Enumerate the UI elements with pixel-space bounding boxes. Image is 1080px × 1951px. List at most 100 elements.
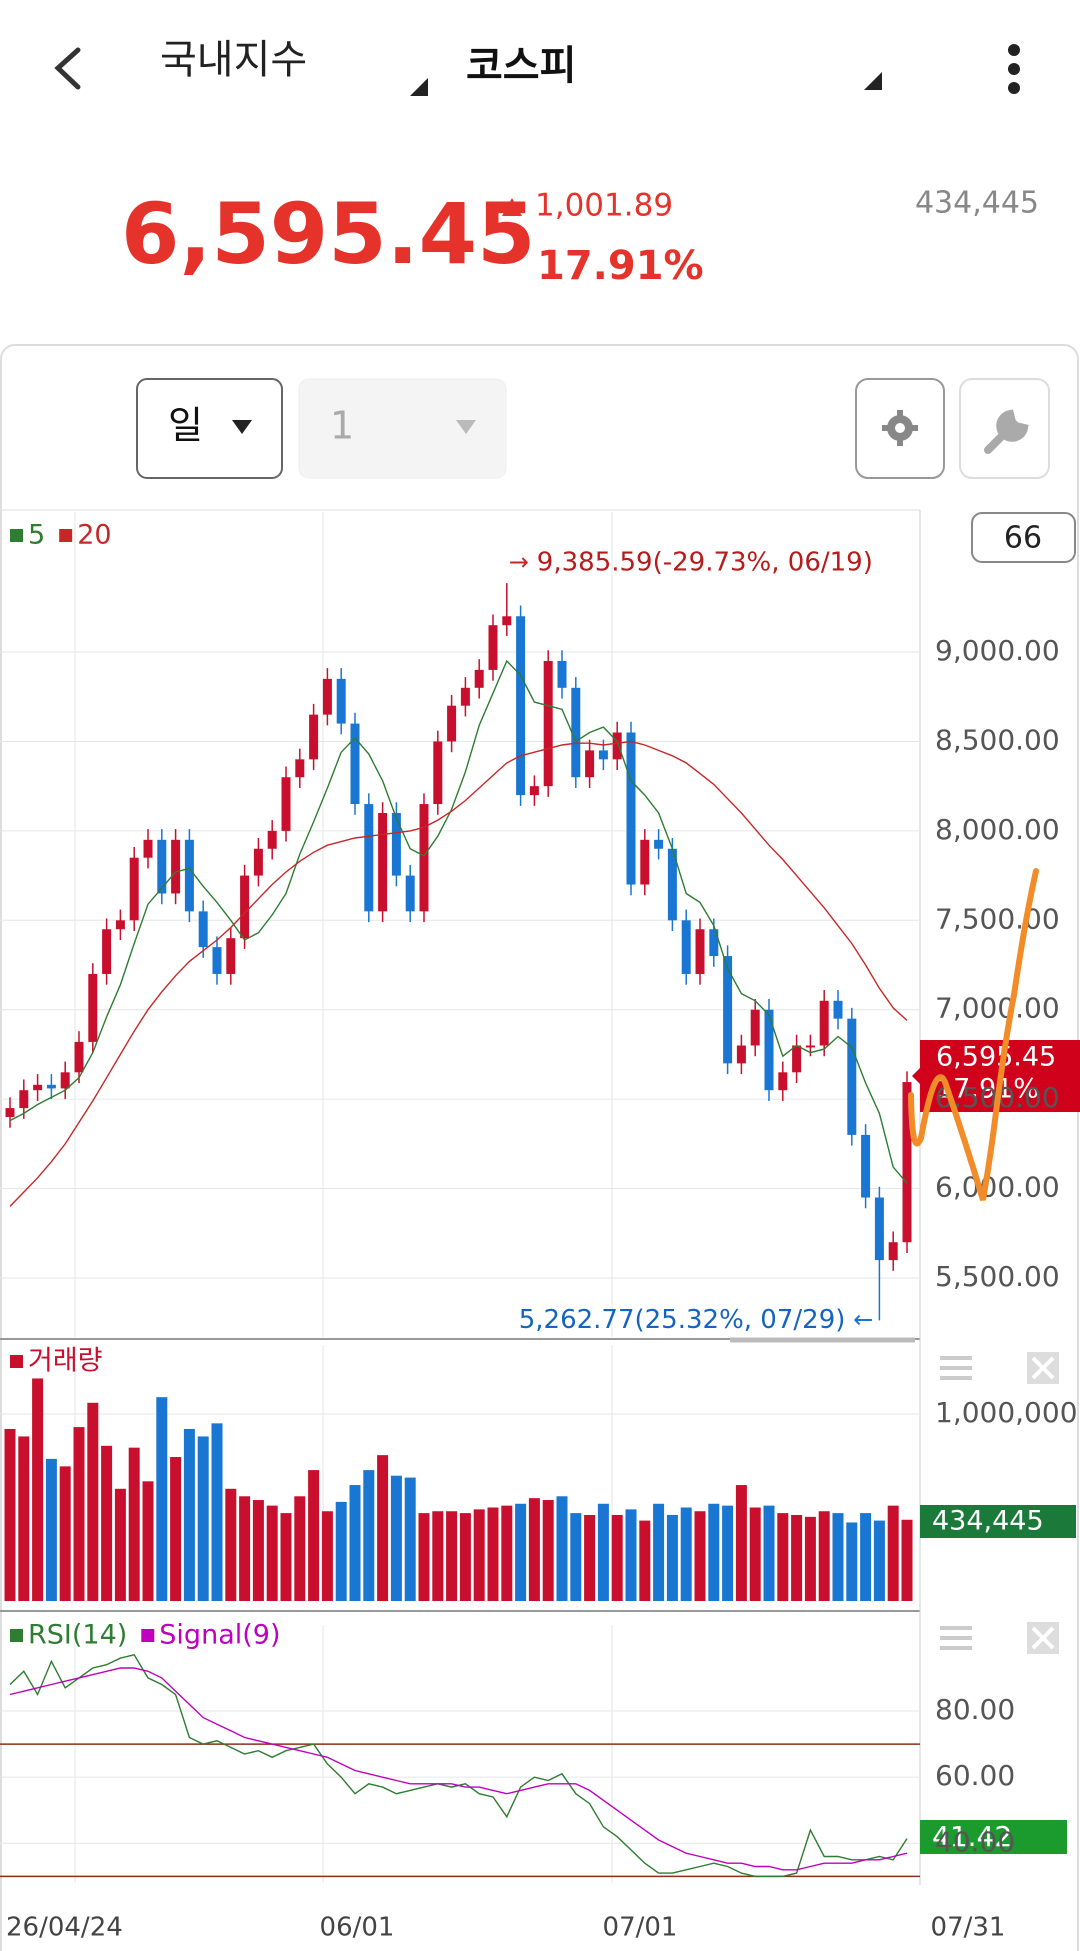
- candle-body: [419, 804, 429, 912]
- rsi-tag-label: 41.42: [932, 1820, 1012, 1853]
- candle-body: [88, 973, 98, 1042]
- volume-bar: [197, 1436, 209, 1601]
- candle-body: [723, 956, 733, 1064]
- x-tick-label: 07/01: [603, 1913, 678, 1943]
- candle-body: [874, 1197, 884, 1261]
- candle-body: [115, 920, 125, 930]
- volume-bar: [708, 1503, 720, 1601]
- candle-body: [267, 830, 277, 849]
- candle-body: [309, 714, 319, 760]
- volume-bar: [142, 1481, 154, 1601]
- volume-bar: [170, 1457, 182, 1601]
- volume-bar: [473, 1509, 485, 1601]
- volume-bar: [722, 1505, 734, 1601]
- moving-average: [9, 740, 908, 1207]
- candle-body: [819, 1000, 829, 1046]
- volume-bar: [666, 1514, 678, 1601]
- candle-body: [709, 929, 719, 957]
- volume: 434,445: [915, 186, 1039, 221]
- panel-menu[interactable]: [940, 1356, 972, 1650]
- candle-body: [378, 812, 388, 912]
- candle-body: [184, 839, 194, 912]
- volume-bar: [597, 1503, 609, 1601]
- volume-bar: [45, 1458, 57, 1601]
- market-title[interactable]: 국내지수: [160, 37, 307, 83]
- period-select[interactable]: [136, 378, 283, 479]
- volume-bar: [735, 1485, 747, 1601]
- volume-bar: [487, 1507, 499, 1601]
- candle-body: [171, 839, 181, 894]
- volume-bar: [4, 1428, 16, 1601]
- legend-swatch: [10, 1355, 23, 1368]
- volume-bar: [639, 1520, 651, 1601]
- period-label: 일: [168, 404, 203, 448]
- volume-bar: [183, 1428, 195, 1601]
- wrench-icon: [984, 409, 1029, 454]
- candle-body: [198, 911, 208, 948]
- count-select: [298, 378, 507, 479]
- candle-body: [336, 678, 346, 724]
- volume-bar: [446, 1511, 458, 1601]
- volume-bar: [777, 1513, 789, 1601]
- legend-label: RSI(14): [28, 1620, 127, 1651]
- candle-body: [861, 1134, 871, 1198]
- count-box: [971, 512, 1076, 563]
- chart-layers: 26/04/24 06/01 07/01 07/31 5,500.00 6,000.00 6…: [0, 512, 1078, 1943]
- price-tag-label: 6,595.45: [936, 1042, 1056, 1073]
- y-tick-label: 5,500.00: [935, 1260, 1060, 1293]
- indicator-line: [9, 1667, 908, 1871]
- volume-bar: [239, 1496, 251, 1601]
- volume-bar: [418, 1513, 430, 1601]
- candle-body: [654, 839, 664, 849]
- count-label: 1: [330, 404, 354, 448]
- volume-bar: [804, 1516, 816, 1601]
- panel-close[interactable]: [1027, 1352, 1059, 1654]
- back-button[interactable]: [54, 47, 81, 90]
- candle-body: [667, 848, 677, 921]
- x-tick-label: 07/31: [931, 1913, 1006, 1943]
- candle-body: [612, 732, 622, 760]
- candle-body: [46, 1084, 56, 1089]
- volume-bar: [832, 1513, 844, 1601]
- volume-bar: [873, 1520, 885, 1601]
- y-tick-label: 80.00: [935, 1693, 1015, 1726]
- max-annotation: 9,385.59(-29.73%, 06/19): [537, 548, 873, 578]
- price: 6,595.45: [121, 185, 536, 283]
- candle-body: [805, 1045, 815, 1048]
- candle-body: [543, 660, 553, 787]
- volume-bar: [459, 1513, 471, 1601]
- volume-bar: [528, 1498, 540, 1601]
- y-tick-label: 8,000.00: [935, 813, 1060, 846]
- volume-bar: [749, 1507, 761, 1601]
- x-tick-label: 06/01: [320, 1913, 395, 1943]
- candle-body: [5, 1108, 15, 1118]
- candle-body: [295, 759, 305, 778]
- moving-average: [9, 659, 908, 1184]
- select-arrow: [232, 420, 252, 434]
- candle-body: [157, 839, 167, 894]
- volume-bar: [280, 1513, 292, 1601]
- dropdown-marker: [410, 78, 428, 96]
- volume-bar: [791, 1514, 803, 1601]
- index-title[interactable]: 코스피: [466, 43, 576, 89]
- volume-bar: [570, 1513, 582, 1601]
- volume-bar: [556, 1496, 568, 1601]
- y-tick-label: 40.00: [935, 1825, 1015, 1858]
- volume-bar: [501, 1505, 513, 1601]
- candle-body: [405, 875, 415, 912]
- more-menu[interactable]: [1008, 44, 1020, 94]
- up-arrow: [502, 198, 522, 216]
- candle-body: [33, 1084, 43, 1091]
- legend-swatch: [59, 529, 73, 542]
- candle-body: [212, 947, 222, 974]
- legend-swatch: [10, 529, 23, 542]
- volume-bar: [211, 1423, 223, 1601]
- select-arrow: [456, 420, 476, 434]
- volume-bar: [308, 1470, 320, 1601]
- volume-bar: [18, 1436, 30, 1601]
- volume-bar: [515, 1503, 527, 1601]
- candle-body: [557, 660, 567, 688]
